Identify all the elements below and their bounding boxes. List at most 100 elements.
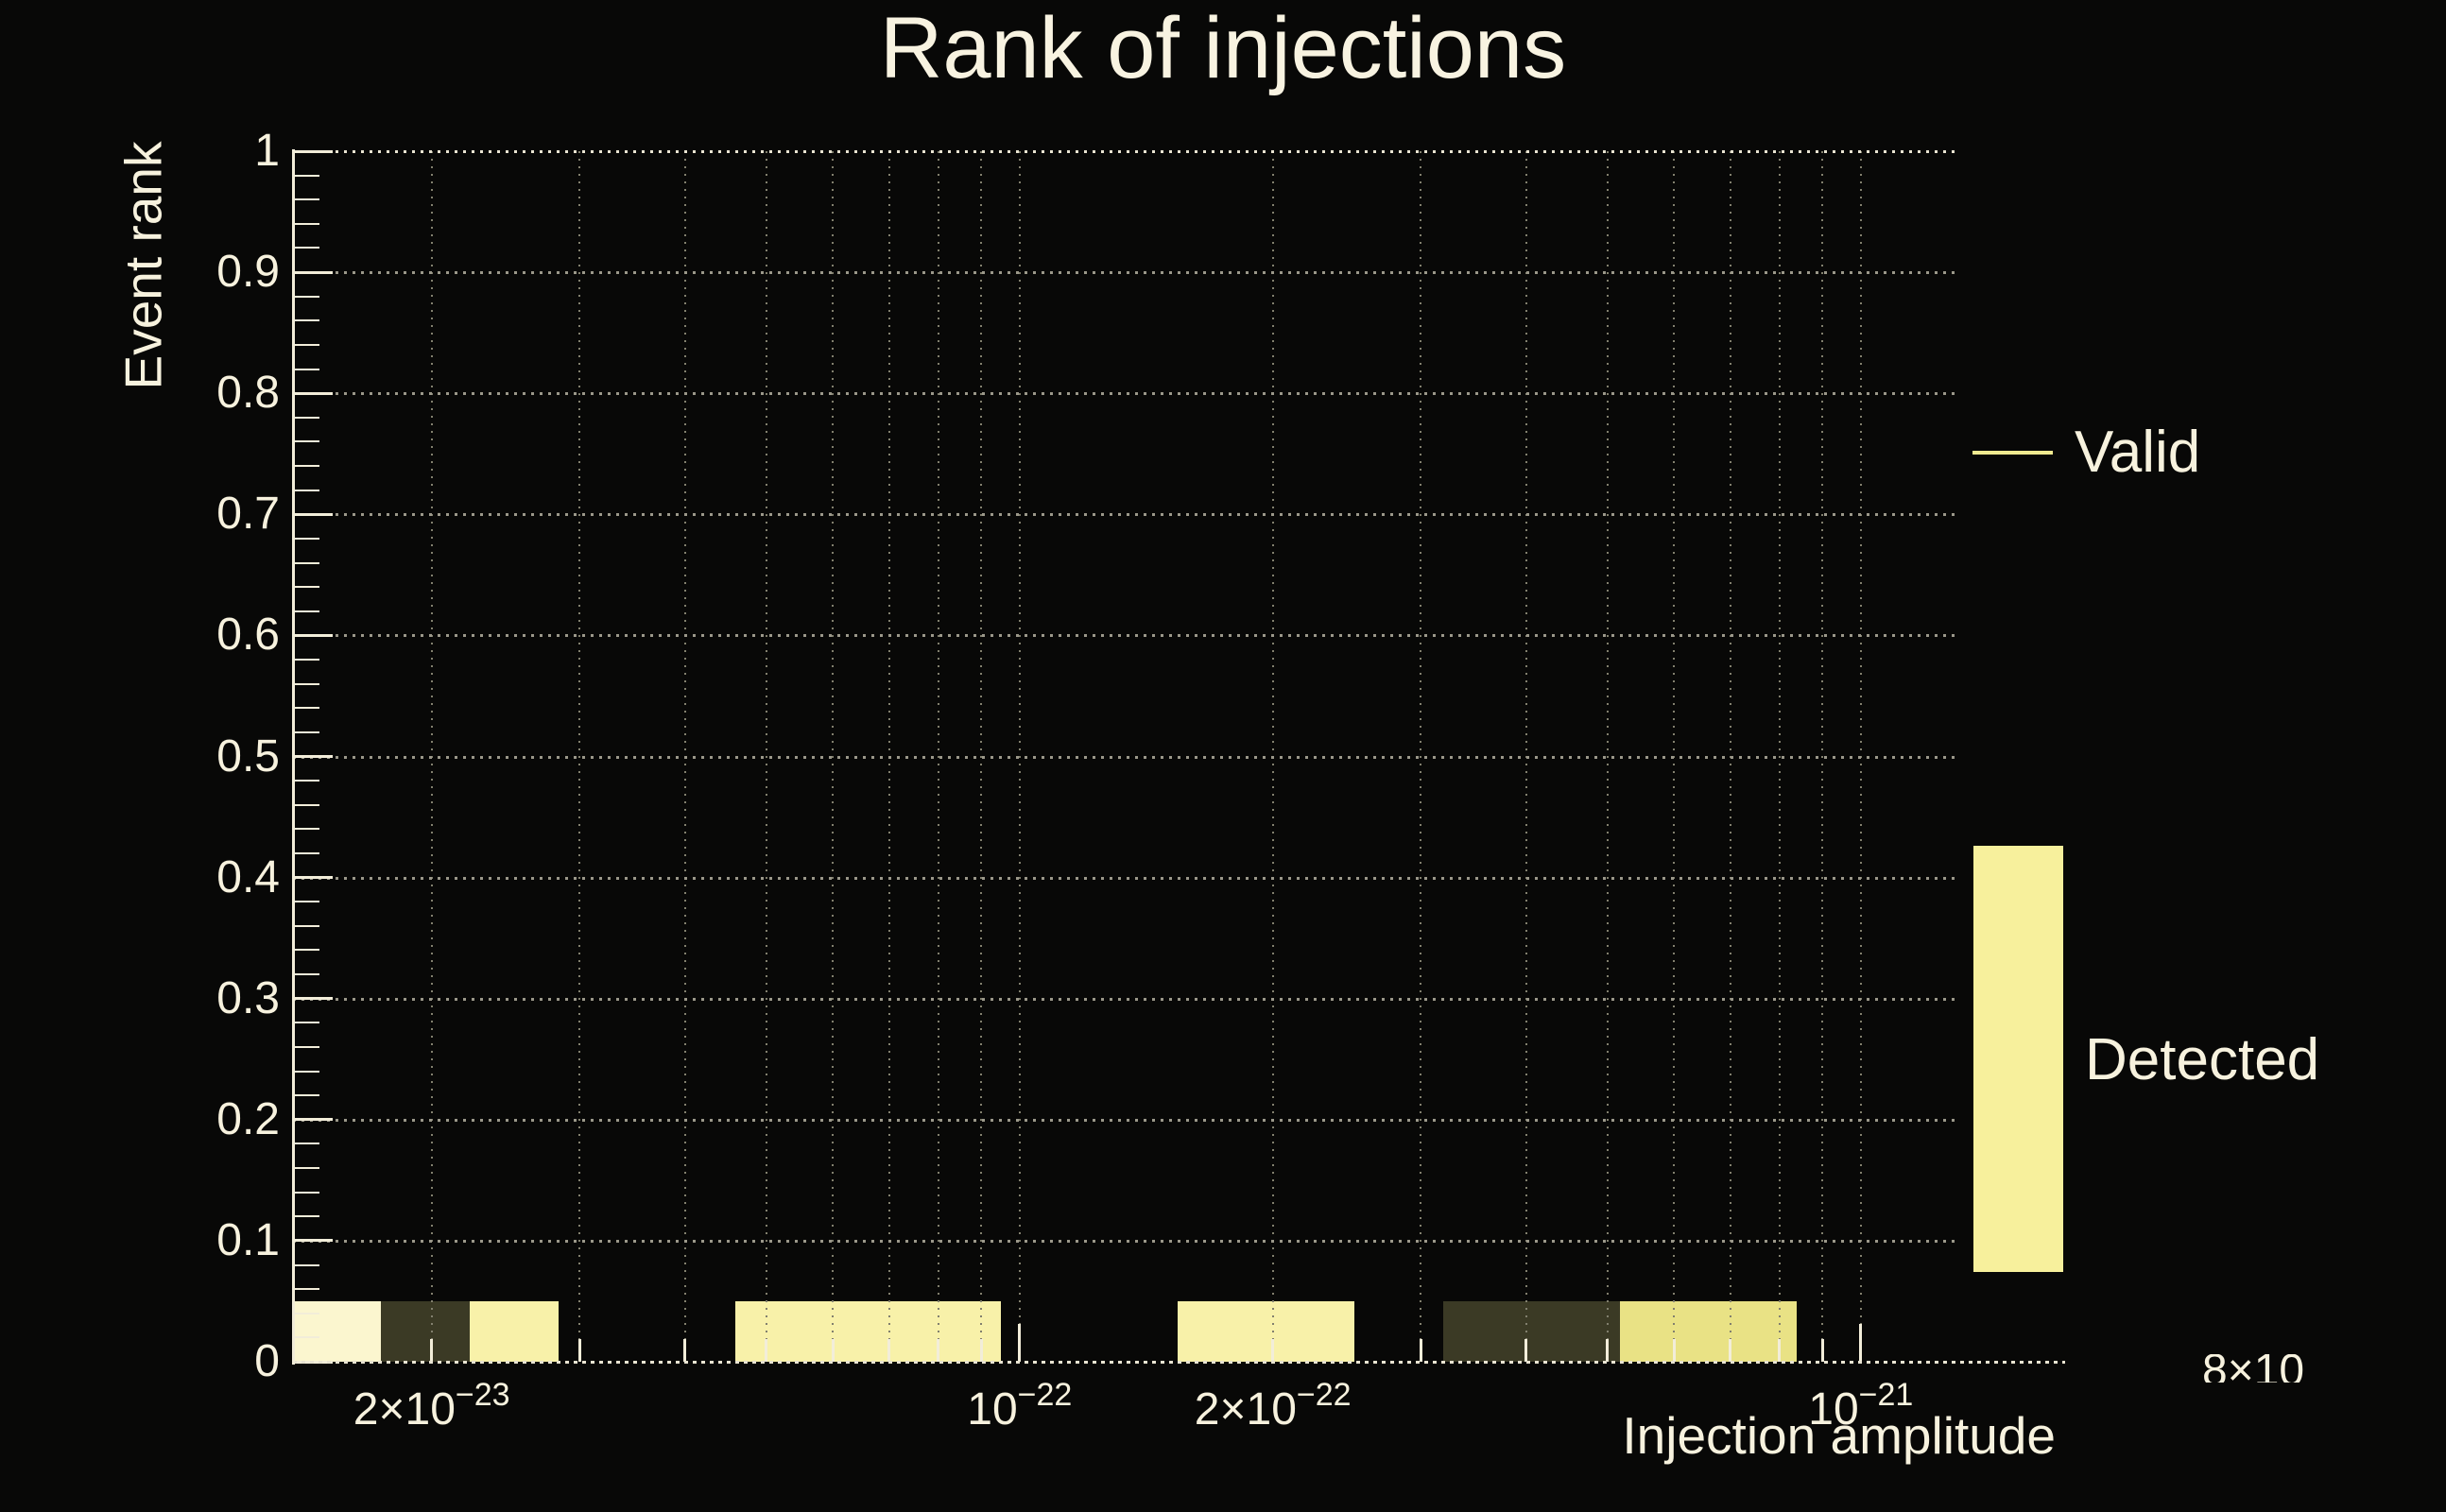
bar [734, 1300, 1001, 1362]
y-minor-tick [295, 537, 319, 540]
y-tick [295, 149, 333, 153]
y-minor-tick [295, 586, 319, 589]
y-minor-tick [295, 1263, 319, 1266]
y-tick-label: 0.1 [216, 1214, 280, 1265]
bar [380, 1300, 471, 1362]
y-minor-tick [295, 973, 319, 976]
y-minor-tick [295, 174, 319, 177]
x-tick-label-base: 2×10 [353, 1384, 456, 1435]
y-tick [295, 876, 333, 880]
y-tick-label: 0.2 [216, 1093, 280, 1144]
legend-detected-swatch [1973, 846, 2063, 1272]
y-tick-label: 0.8 [216, 368, 280, 419]
x-tick [937, 1339, 940, 1362]
x-tick-label: 10−21 [1808, 1379, 1913, 1433]
y-minor-tick [295, 1070, 319, 1073]
y-minor-tick [295, 368, 319, 370]
y-tick [295, 1239, 333, 1243]
y-minor-tick [295, 198, 319, 201]
y-minor-tick [295, 222, 319, 225]
y-minor-tick [295, 561, 319, 564]
x-tick [1524, 1339, 1528, 1362]
y-tick [295, 633, 333, 637]
x-tick [765, 1339, 768, 1362]
clipped-axis-overflow-label: 8×10 [2202, 1354, 2334, 1383]
chart-title: Rank of injections [879, 0, 1567, 96]
y-minor-tick [295, 319, 319, 322]
y-minor-tick [295, 707, 319, 710]
y-tick [295, 997, 333, 1001]
y-minor-tick [295, 828, 319, 831]
x-tick-label-exponent: −23 [455, 1377, 510, 1413]
x-tick-label-exponent: −22 [1017, 1377, 1073, 1413]
y-tick [295, 270, 333, 274]
x-tick-label-exponent: −21 [1858, 1377, 1914, 1413]
y-axis-title: Event rank [113, 141, 173, 390]
x-tick [1778, 1339, 1782, 1362]
x-tick [1672, 1339, 1676, 1362]
x-tick [577, 1339, 581, 1362]
y-minor-tick [295, 1191, 319, 1194]
y-tick-label: 0.5 [216, 730, 280, 782]
y-minor-tick [295, 659, 319, 662]
x-tick [1018, 1324, 1022, 1362]
x-tick-label-base: 10 [967, 1384, 1018, 1435]
y-gridline [293, 755, 1956, 759]
y-minor-tick [295, 949, 319, 952]
y-minor-tick [295, 901, 319, 903]
y-minor-tick [295, 780, 319, 782]
y-minor-tick [295, 416, 319, 419]
y-minor-tick [295, 343, 319, 346]
x-tick [1419, 1339, 1422, 1362]
x-tick [430, 1339, 434, 1362]
y-axis-line [292, 149, 295, 1365]
y-minor-tick [295, 247, 319, 249]
y-tick-label: 0.9 [216, 247, 280, 298]
x-axis-title: Injection amplitude [1622, 1406, 2056, 1465]
y-minor-tick [295, 1336, 319, 1339]
y-minor-tick [295, 465, 319, 468]
legend-valid-line-swatch [1972, 451, 2053, 455]
bar [1443, 1300, 1620, 1362]
y-minor-tick [295, 924, 319, 927]
y-minor-tick [295, 489, 319, 491]
x-tick [1729, 1339, 1732, 1362]
y-gridline [293, 513, 1956, 517]
y-minor-tick [295, 1215, 319, 1218]
y-tick-label: 0 [254, 1336, 280, 1386]
bar [1177, 1300, 1354, 1362]
y-tick-label: 1 [254, 126, 280, 176]
bar [293, 1300, 381, 1362]
y-gridline [293, 876, 1956, 880]
y-gridline [293, 634, 1956, 638]
legend-valid-label: Valid [2075, 420, 2201, 485]
y-gridline [293, 1118, 1956, 1122]
y-minor-tick [295, 803, 319, 806]
x-axis-line [293, 1361, 2065, 1364]
x-tick [979, 1339, 983, 1362]
y-minor-tick [295, 1022, 319, 1024]
x-tick-label: 2×10−22 [1195, 1379, 1352, 1433]
y-tick [295, 512, 333, 516]
y-gridline [293, 1239, 1956, 1243]
y-tick-label: 0.6 [216, 610, 280, 661]
y-minor-tick [295, 295, 319, 298]
x-tick [887, 1339, 891, 1362]
y-tick [295, 391, 333, 395]
y-gridline [293, 150, 1956, 153]
bar [1619, 1300, 1798, 1362]
y-minor-tick [295, 1288, 319, 1291]
y-minor-tick [295, 1094, 319, 1097]
y-tick-label: 0.7 [216, 489, 280, 540]
x-tick-label-exponent: −22 [1296, 1377, 1352, 1413]
y-tick [295, 1118, 333, 1122]
x-tick-label: 2×10−23 [353, 1379, 510, 1435]
y-gridline [293, 997, 1956, 1001]
y-minor-tick [295, 1312, 319, 1314]
y-tick-label: 0.4 [216, 851, 280, 902]
x-tick-label: 10−22 [967, 1379, 1072, 1435]
y-gridline [293, 271, 1956, 275]
y-minor-tick [295, 851, 319, 854]
y-minor-tick [295, 1143, 319, 1145]
